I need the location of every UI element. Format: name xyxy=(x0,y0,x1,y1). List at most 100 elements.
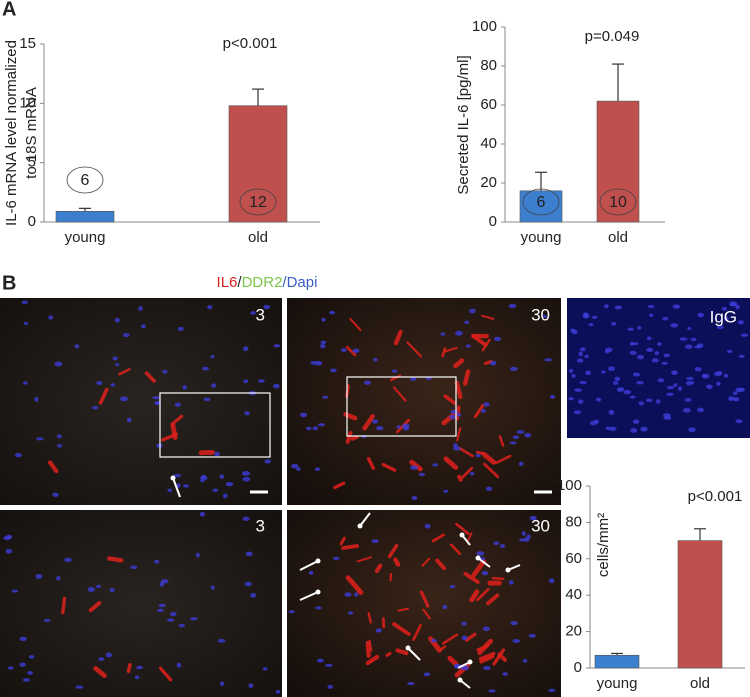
nucleus xyxy=(159,582,165,587)
nucleus xyxy=(636,380,644,385)
nucleus xyxy=(601,370,606,374)
il6-signal xyxy=(333,481,346,490)
nucleus xyxy=(679,337,688,341)
y-tick-label: 100 xyxy=(557,477,582,494)
nucleus xyxy=(608,426,617,432)
il6-signal xyxy=(397,607,409,612)
x-tick-label: old xyxy=(690,675,710,692)
nucleus xyxy=(673,383,678,388)
il6-signal xyxy=(481,338,491,352)
nucleus xyxy=(109,588,115,593)
nucleus xyxy=(36,437,44,441)
nucleus xyxy=(521,531,526,536)
nucleus xyxy=(43,618,51,622)
nucleus xyxy=(423,672,431,677)
nucleus xyxy=(424,523,431,529)
nucleus xyxy=(645,398,653,402)
nucleus xyxy=(455,330,463,336)
nucleus xyxy=(258,379,265,383)
nucleus xyxy=(455,413,462,417)
y-axis-label: IL-6 mRNA level normalized xyxy=(3,40,20,226)
nucleus xyxy=(52,492,59,497)
nucleus xyxy=(154,559,160,564)
arrow-head xyxy=(475,555,481,561)
micrograph xyxy=(0,298,282,505)
nucleus xyxy=(585,370,591,376)
nucleus xyxy=(627,327,634,331)
nucleus xyxy=(629,350,637,355)
nucleus xyxy=(315,606,322,610)
nucleus xyxy=(21,300,29,305)
il6-signal xyxy=(483,462,500,479)
il6-signal xyxy=(457,474,463,482)
nucleus xyxy=(522,658,528,663)
il6-signal xyxy=(393,329,403,346)
il6-signal xyxy=(341,544,359,550)
il6-signal xyxy=(392,622,411,636)
bar xyxy=(596,100,640,223)
il6-signal xyxy=(393,557,401,567)
nucleus xyxy=(28,655,35,659)
nucleus xyxy=(352,348,360,354)
y-tick-label: 20 xyxy=(480,174,497,191)
nucleus xyxy=(7,666,14,670)
nucleus xyxy=(657,342,662,347)
il6-signal xyxy=(158,666,173,682)
y-tick-label: 0 xyxy=(28,213,36,230)
nucleus xyxy=(694,367,702,372)
nucleus xyxy=(518,461,524,466)
il6-signal xyxy=(419,590,430,608)
il6-signal xyxy=(435,558,447,571)
nucleus xyxy=(723,373,729,378)
nucleus xyxy=(199,511,206,517)
arrow-head xyxy=(315,589,321,595)
il6-signal xyxy=(469,589,480,603)
nucleus xyxy=(22,381,28,385)
image-label: 3 xyxy=(256,305,265,324)
bar xyxy=(594,654,640,669)
arrow-head xyxy=(459,532,465,538)
il6-signal xyxy=(356,556,372,563)
nucleus xyxy=(737,320,744,325)
nucleus xyxy=(371,419,379,424)
nucleus xyxy=(579,380,587,385)
nucleus xyxy=(577,399,584,404)
nucleus xyxy=(320,343,326,349)
nucleus xyxy=(340,348,347,353)
il6-signal xyxy=(439,645,447,651)
y-tick-label: 100 xyxy=(472,18,497,35)
nucleus xyxy=(391,369,398,373)
nucleus xyxy=(210,585,215,590)
nucleus xyxy=(250,311,256,315)
nucleus xyxy=(654,351,660,356)
il6-signal xyxy=(366,456,376,470)
nucleus xyxy=(242,516,250,521)
nucleus xyxy=(465,344,471,348)
nucleus xyxy=(300,412,308,418)
nucleus xyxy=(523,537,530,542)
nucleus xyxy=(608,409,615,415)
nucleus xyxy=(321,317,326,322)
nucleus xyxy=(706,384,713,390)
nucleus xyxy=(672,304,681,309)
nucleus xyxy=(574,388,583,392)
nucleus xyxy=(173,473,182,478)
nucleus xyxy=(48,315,54,320)
nucleus xyxy=(528,633,536,638)
nucleus xyxy=(483,402,490,407)
nucleus xyxy=(610,322,617,326)
il6-signal xyxy=(381,462,397,472)
nucleus xyxy=(210,355,215,359)
nucleus xyxy=(640,426,648,432)
il6-signal xyxy=(492,648,506,666)
il6-signal xyxy=(467,532,473,541)
il6-signal xyxy=(365,654,380,666)
nucleus xyxy=(739,387,745,392)
nucleus xyxy=(502,672,508,676)
nucleus xyxy=(327,684,334,689)
il6-signal xyxy=(476,644,489,652)
nucleus xyxy=(242,476,251,482)
nucleus xyxy=(684,398,692,402)
nucleus xyxy=(275,689,281,694)
nucleus xyxy=(244,411,250,416)
